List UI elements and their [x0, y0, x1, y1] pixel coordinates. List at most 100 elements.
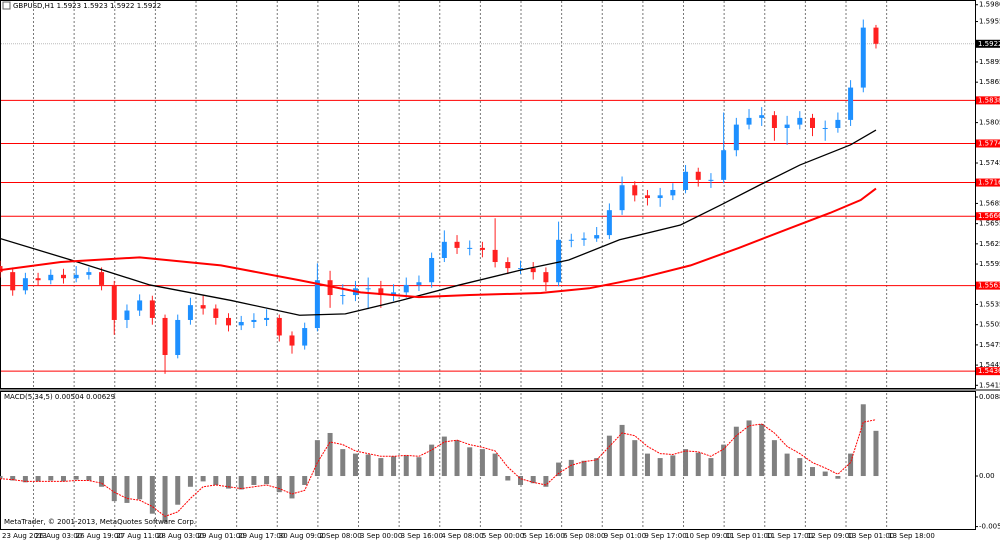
macd-bar — [835, 476, 841, 479]
candle-body — [670, 189, 676, 196]
candle-body — [581, 238, 587, 240]
candle-body — [873, 27, 879, 44]
macd-bar — [810, 467, 815, 477]
x-tick-label: 13 Sep 01:00 — [848, 532, 895, 540]
candle-body — [860, 27, 866, 88]
y-tick-label: 1.5415 — [979, 381, 1000, 389]
candle-body — [137, 300, 143, 311]
y-tick-label: 1.5655 — [979, 220, 1000, 228]
candle-body — [594, 235, 600, 239]
macd-bar — [759, 424, 765, 477]
candle-body — [632, 185, 638, 196]
current-price-tag — [976, 39, 1000, 48]
y-tick-label: 1.5955 — [979, 18, 1000, 26]
macd-bar — [378, 458, 384, 477]
macd-bar — [200, 476, 206, 482]
level-label: 1.5774 — [978, 139, 1000, 147]
macd-bar — [771, 440, 777, 477]
x-tick-label: 5 Sep 00:00 — [482, 532, 524, 540]
candle-body — [695, 171, 701, 180]
price-pane — [0, 0, 976, 389]
candle-body — [568, 239, 574, 241]
candle-body — [162, 317, 168, 355]
macd-bar — [251, 476, 257, 485]
level-label: 1.5666 — [978, 212, 1000, 220]
macd-bar — [670, 455, 676, 477]
macd-pane — [0, 391, 976, 530]
macd-bar — [733, 426, 739, 477]
macd-bar — [721, 444, 727, 477]
macd-bar — [479, 449, 485, 477]
candle-body — [505, 262, 511, 269]
x-tick-label: 12 Sep 09:00 — [807, 532, 854, 540]
macd-bar — [162, 476, 168, 523]
candle-body — [175, 319, 181, 355]
macd-bar — [340, 449, 346, 477]
candle-body — [48, 274, 54, 281]
level-label: 1.5838 — [978, 96, 1000, 104]
y-tick-label: 1.5745 — [979, 159, 1000, 167]
candle-body — [835, 119, 841, 128]
macd-bar — [429, 444, 435, 477]
candle-body — [708, 179, 714, 181]
candle-body — [86, 272, 92, 275]
macd-bar — [264, 476, 270, 485]
candle-body — [264, 317, 270, 320]
candle-body — [797, 117, 803, 125]
y-tick-label: 1.5625 — [979, 240, 1000, 248]
candle-body — [378, 288, 384, 296]
candle-body — [644, 195, 650, 199]
candle-body — [391, 292, 397, 296]
macd-bar — [137, 476, 143, 500]
macd-bar — [822, 471, 828, 477]
macd-bar — [606, 435, 612, 477]
y-tick-label: 1.5475 — [979, 341, 1000, 349]
level-tag — [976, 212, 1000, 221]
macd-bar — [683, 449, 689, 477]
macd-bar — [644, 453, 650, 477]
candle-body — [454, 241, 460, 248]
x-tick-label: 4 Sep 08:00 — [441, 532, 483, 540]
y-tick-label: 0.00881 — [979, 393, 1000, 401]
candle-body — [35, 278, 41, 281]
level-tag — [976, 367, 1000, 376]
macd-bar — [276, 476, 282, 493]
candle-body — [746, 117, 752, 125]
y-tick-label: -0.00564 — [979, 523, 1000, 531]
candle-body — [251, 319, 257, 322]
level-label: 1.5716 — [978, 179, 1000, 187]
candle-body — [822, 127, 828, 129]
macd-bar — [60, 476, 66, 482]
macd-bar — [365, 454, 371, 477]
candle-body — [543, 272, 549, 283]
macd-bar — [99, 476, 105, 487]
x-tick-label: 29 Aug 01:00 — [198, 532, 245, 540]
macd-bar — [848, 453, 854, 477]
candle-body — [124, 310, 130, 320]
candle-body — [771, 115, 777, 128]
candle-body — [200, 305, 206, 309]
y-tick-label: 1.5595 — [979, 260, 1000, 268]
current-price-label: 1.5922 — [978, 40, 1000, 48]
candle-body — [314, 280, 320, 329]
candle-body — [149, 300, 155, 318]
macd-bar — [73, 476, 79, 480]
macd-bar — [124, 476, 130, 503]
macd-bar — [581, 460, 587, 477]
candle-body — [111, 284, 117, 320]
macd-bar — [556, 462, 562, 477]
macd-bar — [543, 476, 549, 487]
candle-body — [340, 295, 346, 297]
macd-bar — [619, 424, 625, 477]
x-tick-label: 2 Sep 08:00 — [319, 532, 361, 540]
macd-bar — [518, 476, 524, 485]
macd-bar — [175, 476, 181, 505]
level-tag — [976, 178, 1000, 187]
candle-body — [22, 278, 28, 291]
x-tick-label: 11 Sep 01:00 — [726, 532, 773, 540]
macd-bar — [416, 457, 422, 477]
y-tick-label: 1.5505 — [979, 321, 1000, 329]
footer: MetaTrader, © 2001-2013, MetaQuotes Soft… — [4, 518, 196, 526]
macd-bar — [391, 456, 397, 477]
level-tag — [976, 96, 1000, 105]
